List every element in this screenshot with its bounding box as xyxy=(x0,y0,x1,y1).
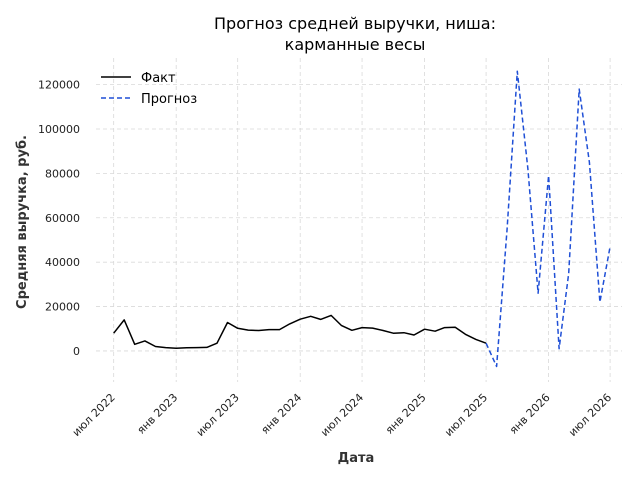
x-tick-label: июл 2024 xyxy=(318,391,366,439)
x-tick-label: янв 2024 xyxy=(259,391,305,437)
legend: Факт Прогноз xyxy=(101,71,197,107)
x-tick-label: янв 2026 xyxy=(507,391,553,437)
y-tick-label: 40000 xyxy=(45,256,80,269)
x-tick-label: июл 2022 xyxy=(70,391,118,439)
series-lines xyxy=(113,70,611,368)
legend-label-fact: Факт xyxy=(141,71,176,86)
series-line-fact xyxy=(113,314,487,350)
x-tick-label: июл 2026 xyxy=(566,391,614,439)
x-tick-label: янв 2025 xyxy=(383,391,429,437)
x-axis-ticks: июл 2022 янв 2023 июл 2023 янв 2024 июл 2024… xyxy=(70,391,614,439)
x-axis-label: Дата xyxy=(338,451,375,466)
y-tick-label: 80000 xyxy=(45,167,80,180)
chart-title-line-2: карманные весы xyxy=(285,35,426,54)
series-line-forecast xyxy=(485,70,611,368)
chart-title-line-1: Прогноз средней выручки, ниша: xyxy=(214,14,496,33)
y-tick-label: 0 xyxy=(73,345,80,358)
x-tick-label: июл 2023 xyxy=(194,391,242,439)
y-tick-label: 20000 xyxy=(45,301,80,314)
grid xyxy=(96,58,622,382)
y-axis-label: Средняя выручка, руб. xyxy=(15,135,30,309)
x-tick-label: июл 2025 xyxy=(442,391,490,439)
y-tick-label: 100000 xyxy=(38,123,80,136)
legend-label-forecast: Прогноз xyxy=(141,92,197,107)
y-tick-label: 60000 xyxy=(45,212,80,225)
y-axis-ticks: 0 20000 40000 60000 80000 100000 120000 xyxy=(38,79,80,358)
x-tick-label: янв 2023 xyxy=(134,391,180,437)
y-tick-label: 120000 xyxy=(38,79,80,92)
